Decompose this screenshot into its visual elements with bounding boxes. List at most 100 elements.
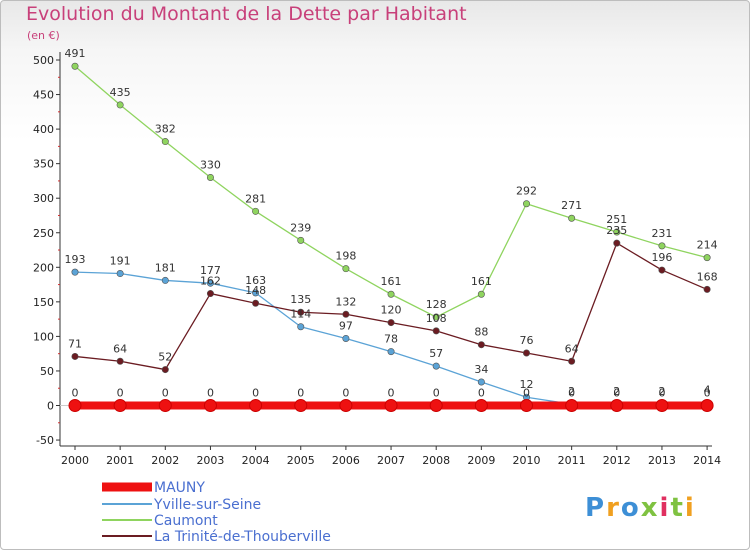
data-label: 168 xyxy=(697,270,718,283)
data-label: 163 xyxy=(245,274,266,287)
brand-letter: o xyxy=(621,493,641,523)
data-point xyxy=(387,319,395,327)
data-label: 382 xyxy=(155,123,176,136)
x-tick-label: 2006 xyxy=(332,454,360,467)
data-point xyxy=(297,323,305,331)
data-label: 108 xyxy=(426,312,447,325)
data-label: 76 xyxy=(520,334,534,347)
data-point xyxy=(477,341,485,349)
data-label: 78 xyxy=(384,333,398,346)
data-label: 214 xyxy=(697,239,718,252)
data-point xyxy=(703,285,711,293)
data-point xyxy=(206,173,214,181)
data-label: 191 xyxy=(110,255,131,268)
data-label: 135 xyxy=(290,293,311,306)
legend-label: Yville-sur-Seine xyxy=(153,497,261,513)
data-label: 435 xyxy=(110,86,131,99)
data-point xyxy=(68,399,82,412)
data-label: 2 xyxy=(613,385,620,398)
data-label: 0 xyxy=(613,387,620,400)
brand-letter: i xyxy=(685,493,696,523)
data-point xyxy=(252,289,260,297)
y-tick-label: 0 xyxy=(47,400,54,413)
data-label: 64 xyxy=(565,342,579,355)
data-point xyxy=(387,348,395,356)
data-label: 196 xyxy=(651,251,672,264)
data-label: 88 xyxy=(474,326,488,339)
brand-letter: r xyxy=(606,493,621,523)
data-label: 0 xyxy=(162,387,169,400)
data-label: 0 xyxy=(704,387,711,400)
data-label: 292 xyxy=(516,185,537,198)
data-label: 231 xyxy=(651,227,672,240)
data-label: 330 xyxy=(200,158,221,171)
data-label: 0 xyxy=(117,387,124,400)
x-tick-label: 2010 xyxy=(513,454,541,467)
x-tick-label: 2004 xyxy=(242,454,270,467)
data-point xyxy=(116,270,124,278)
y-tick-label: 150 xyxy=(33,296,54,309)
data-point xyxy=(161,366,169,374)
data-point xyxy=(116,357,124,365)
data-point xyxy=(429,399,443,412)
data-label: 2 xyxy=(658,385,665,398)
data-point xyxy=(71,268,79,276)
y-tick-label: 50 xyxy=(40,365,54,378)
data-point xyxy=(342,265,350,273)
data-label: 114 xyxy=(290,308,311,321)
data-point xyxy=(658,266,666,274)
x-tick-label: 2003 xyxy=(196,454,224,467)
data-point xyxy=(703,254,711,262)
data-point xyxy=(252,299,260,307)
data-point xyxy=(477,290,485,298)
data-label: 34 xyxy=(474,363,488,376)
data-point xyxy=(384,399,398,412)
data-label: 4 xyxy=(704,384,711,397)
data-label: 0 xyxy=(342,387,349,400)
x-tick-label: 2014 xyxy=(693,454,721,467)
data-label: 12 xyxy=(520,378,534,391)
data-point xyxy=(161,276,169,284)
data-point xyxy=(158,399,172,412)
data-point xyxy=(206,279,214,287)
data-label: 251 xyxy=(606,213,627,226)
legend-label: Caumont xyxy=(154,513,218,529)
data-label: 132 xyxy=(335,295,356,308)
data-label: 177 xyxy=(200,264,221,277)
data-label: 161 xyxy=(471,275,492,288)
data-point xyxy=(161,138,169,146)
x-tick-label: 2011 xyxy=(558,454,586,467)
data-point xyxy=(565,399,579,412)
data-label: 0 xyxy=(252,387,259,400)
data-point xyxy=(477,378,485,386)
data-point xyxy=(613,228,621,236)
x-tick-label: 2002 xyxy=(151,454,179,467)
data-label: 235 xyxy=(606,224,627,237)
data-label: 0 xyxy=(568,387,575,400)
data-label: 148 xyxy=(245,284,266,297)
data-point xyxy=(613,239,621,247)
y-tick-label: 400 xyxy=(33,123,54,136)
data-point xyxy=(610,399,624,412)
data-point xyxy=(658,242,666,250)
brand-letter: x xyxy=(641,493,660,523)
data-point xyxy=(206,290,214,298)
series-layer xyxy=(68,62,714,412)
y-tick-label: -50 xyxy=(36,434,54,447)
data-label: 2 xyxy=(568,385,575,398)
brand-letter: P xyxy=(585,493,606,523)
brand-logo: Proxiti xyxy=(585,493,696,523)
y-tick-label: 250 xyxy=(33,227,54,240)
data-point xyxy=(249,399,263,412)
y-tick-label: 300 xyxy=(33,192,54,205)
data-point xyxy=(252,207,260,215)
x-tick-label: 2001 xyxy=(106,454,134,467)
data-label: 161 xyxy=(381,275,402,288)
data-point xyxy=(700,399,714,412)
data-label: 162 xyxy=(200,275,221,288)
data-point xyxy=(568,214,576,222)
y-tick-label: 200 xyxy=(33,261,54,274)
data-point xyxy=(113,399,127,412)
